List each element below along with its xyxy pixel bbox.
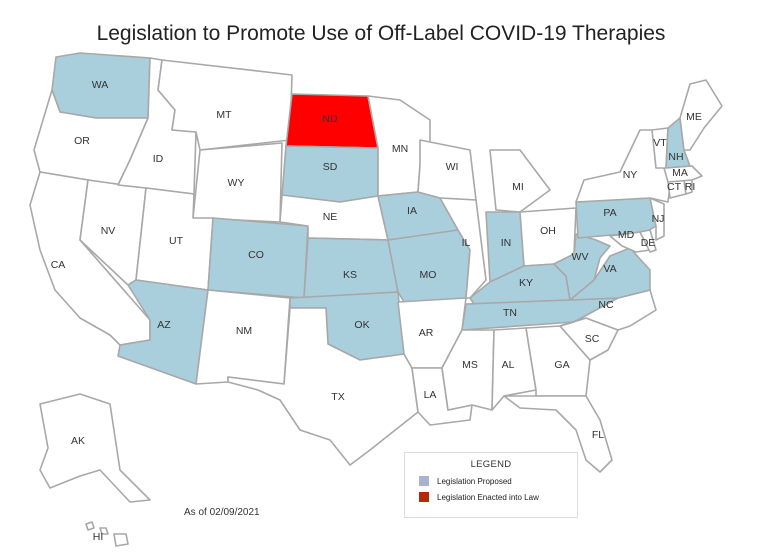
state-nh[interactable]	[665, 117, 691, 169]
svg-text:CO: CO	[248, 249, 264, 261]
state-sd[interactable]	[281, 145, 379, 203]
svg-text:AR: AR	[419, 327, 434, 339]
state-de[interactable]	[639, 229, 657, 253]
svg-text:UT: UT	[169, 235, 184, 247]
svg-text:WV: WV	[572, 251, 589, 263]
svg-text:MN: MN	[392, 143, 408, 155]
svg-text:FL: FL	[592, 429, 604, 441]
svg-text:NC: NC	[598, 299, 614, 311]
svg-text:WA: WA	[92, 79, 109, 91]
state-wv[interactable]	[553, 233, 611, 301]
legend: LEGEND Legislation Proposed Legislation …	[404, 452, 578, 518]
legend-item-proposed: Legislation Proposed	[419, 476, 577, 486]
svg-text:NY: NY	[623, 169, 638, 181]
state-al[interactable]	[491, 327, 537, 411]
svg-text:KY: KY	[519, 277, 533, 289]
state-va[interactable]	[569, 247, 651, 301]
svg-text:MO: MO	[420, 269, 437, 281]
svg-text:NH: NH	[668, 151, 683, 163]
state-ak[interactable]	[39, 393, 151, 503]
state-nj[interactable]	[649, 197, 665, 241]
state-nm[interactable]	[195, 289, 291, 385]
state-md[interactable]	[609, 231, 651, 253]
state-ks[interactable]	[303, 237, 399, 299]
svg-text:OR: OR	[74, 135, 90, 147]
svg-text:VA: VA	[603, 263, 616, 275]
svg-text:TN: TN	[503, 307, 517, 319]
legend-swatch-proposed	[419, 476, 429, 486]
state-labels: WA OR CA NV ID MT WY UT AZ CO NM ND SD N…	[51, 79, 702, 543]
svg-text:KS: KS	[343, 269, 357, 281]
svg-text:IA: IA	[407, 205, 417, 217]
svg-text:HI: HI	[93, 531, 104, 543]
svg-text:GA: GA	[554, 359, 569, 371]
svg-text:WI: WI	[446, 161, 459, 173]
svg-text:MA: MA	[672, 167, 688, 179]
svg-text:VT: VT	[653, 137, 667, 149]
state-me[interactable]	[679, 79, 723, 151]
state-tx[interactable]	[227, 307, 419, 466]
svg-text:LA: LA	[424, 389, 437, 401]
svg-text:PA: PA	[603, 207, 616, 219]
svg-text:ID: ID	[153, 153, 164, 165]
svg-text:NJ: NJ	[652, 213, 665, 225]
legend-item-enacted: Legislation Enacted into Law	[419, 492, 577, 502]
svg-text:NM: NM	[236, 325, 252, 337]
svg-text:IL: IL	[462, 237, 471, 249]
svg-text:OH: OH	[540, 225, 556, 237]
state-il[interactable]	[439, 197, 487, 299]
as-of-date: As of 02/09/2021	[184, 507, 260, 518]
legend-label-proposed: Legislation Proposed	[437, 476, 512, 486]
svg-text:MS: MS	[462, 359, 478, 371]
svg-text:ME: ME	[686, 111, 702, 123]
svg-text:OK: OK	[354, 319, 369, 331]
svg-text:MT: MT	[216, 109, 232, 121]
svg-text:AZ: AZ	[157, 319, 171, 331]
svg-text:TX: TX	[331, 391, 344, 403]
svg-text:AL: AL	[502, 359, 515, 371]
svg-text:IN: IN	[501, 237, 512, 249]
svg-text:ND: ND	[322, 113, 338, 125]
svg-text:CT: CT	[667, 181, 682, 193]
state-fl[interactable]	[503, 395, 613, 473]
state-mo[interactable]	[387, 229, 471, 303]
svg-text:AK: AK	[71, 435, 85, 447]
svg-text:WY: WY	[228, 177, 245, 189]
svg-text:DE: DE	[641, 237, 656, 249]
legend-label-enacted: Legislation Enacted into Law	[437, 492, 539, 502]
svg-text:CA: CA	[51, 259, 66, 271]
legend-title: LEGEND	[470, 459, 512, 470]
map-title: Legislation to Promote Use of Off-Label …	[96, 22, 666, 45]
state-mi[interactable]	[489, 149, 551, 213]
svg-text:RI: RI	[685, 181, 696, 193]
state-hi[interactable]	[85, 521, 129, 547]
svg-text:MI: MI	[512, 181, 524, 193]
svg-text:MD: MD	[618, 229, 635, 241]
svg-text:SD: SD	[323, 161, 338, 173]
legend-swatch-enacted	[419, 492, 429, 502]
svg-text:SC: SC	[585, 333, 600, 345]
svg-text:NE: NE	[323, 211, 338, 223]
svg-text:NV: NV	[101, 225, 116, 237]
